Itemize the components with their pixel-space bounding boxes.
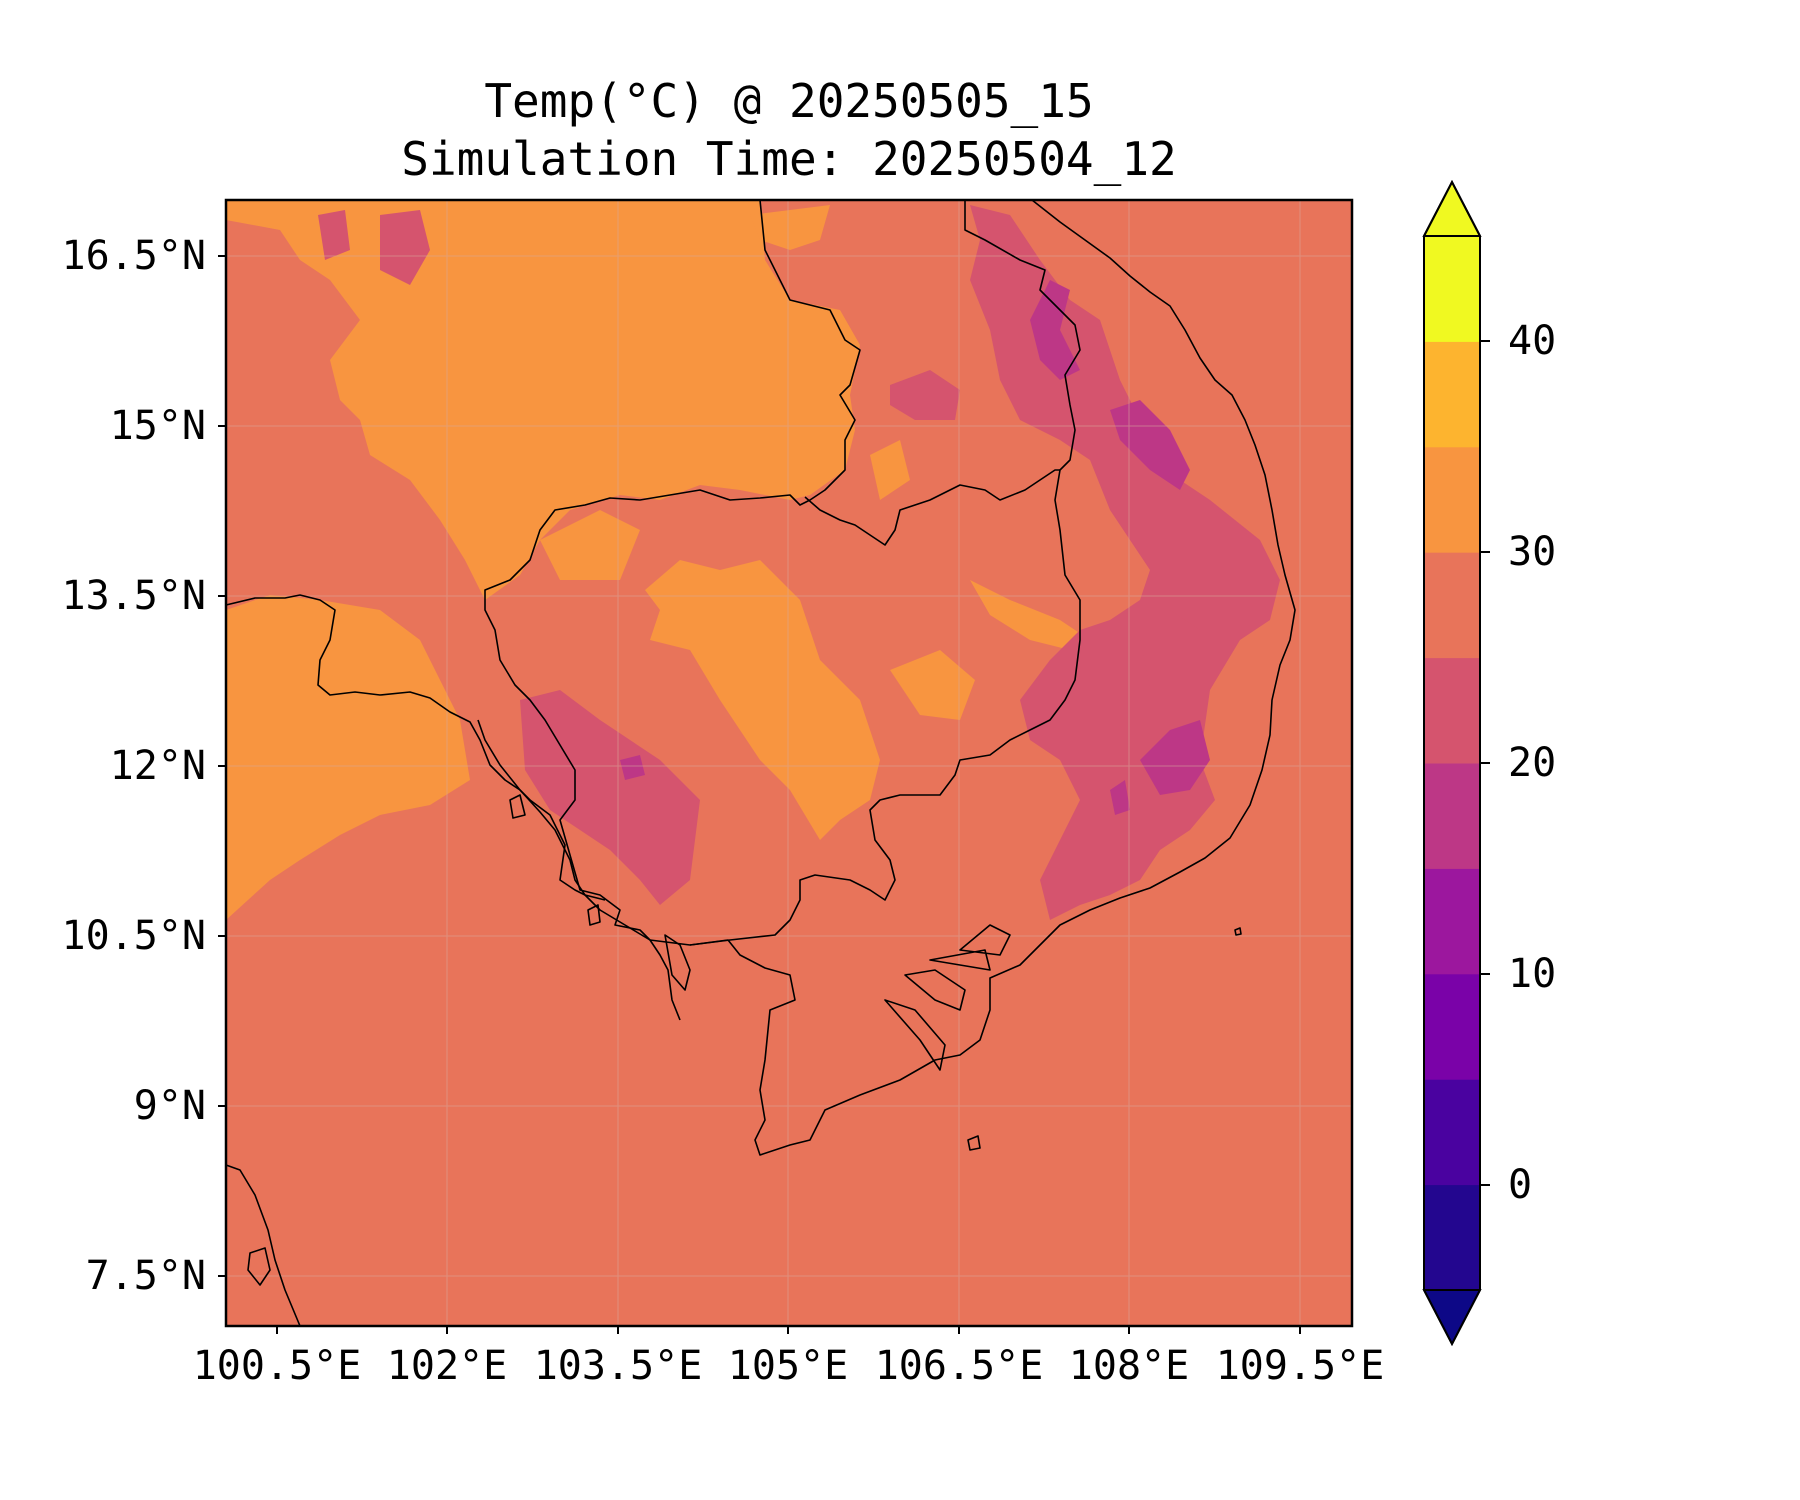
colorbar-segment [1424, 1184, 1480, 1291]
island-4 [587, 904, 601, 926]
mekong-delta-islands [884, 924, 1011, 1071]
colorbar-label-20: 20 [1508, 740, 1557, 786]
lat-label-9: 9°N [133, 1083, 206, 1129]
map-panel [218, 198, 1354, 1334]
colorbar-label-40: 40 [1508, 318, 1557, 364]
lat-label-16-5: 16.5°N [61, 233, 207, 279]
colorbar-segment [1424, 446, 1480, 553]
cambodia-vietnam-border [649, 200, 1081, 946]
colorbar-segment [1424, 973, 1480, 1080]
colorbar-outline [1423, 179, 1481, 1347]
vietnam-coastline [689, 199, 1296, 1156]
colorbar-under-arrow [1422, 1289, 1482, 1347]
island-3 [509, 794, 526, 819]
lon-label-108: 108°E [1068, 1343, 1190, 1389]
map-subtitle: Simulation Time: 20250504_12 [401, 132, 1177, 186]
laos-cambodia-border [804, 469, 1060, 546]
colorbar [1422, 179, 1490, 1347]
island-1 [247, 1247, 271, 1286]
colorbar-label-10: 10 [1508, 951, 1557, 997]
gulf-coast [477, 719, 681, 1021]
lon-label-102: 102°E [386, 1343, 508, 1389]
map-title: Temp(°C) @ 20250505_15 [484, 74, 1094, 128]
lon-label-100-5: 100.5°E [192, 1343, 362, 1389]
laos-cambodia-thailand-border [484, 199, 861, 941]
colorbar-ticks [1480, 340, 1490, 1186]
coastlines-and-borders [225, 199, 1296, 1327]
colorbar-segment [1424, 552, 1480, 659]
lat-label-12: 12°N [109, 743, 206, 789]
colorbar-label-0: 0 [1508, 1162, 1533, 1208]
colorbar-segment [1424, 868, 1480, 975]
lat-label-15: 15°N [109, 403, 206, 449]
lat-label-7-5: 7.5°N [85, 1253, 206, 1299]
colorbar-segment [1424, 763, 1480, 869]
colorbar-label-30: 30 [1508, 529, 1557, 575]
lon-label-103-5: 103.5°E [533, 1343, 703, 1389]
colorbar-segments [1424, 236, 1480, 1291]
warm-regions-30-35 [226, 200, 1110, 920]
colorbar-segment [1424, 236, 1480, 342]
colorbar-segment [1424, 1079, 1480, 1186]
colorbar-segment [1424, 341, 1480, 448]
lon-label-106-5: 106.5°E [874, 1343, 1044, 1389]
lat-label-10-5: 10.5°N [61, 913, 207, 959]
cold-regions-15-20 [620, 280, 1210, 815]
thailand-myanmar-border [225, 594, 606, 901]
lon-label-109-5: 109.5°E [1215, 1343, 1385, 1389]
lon-label-105: 105°E [727, 1343, 849, 1389]
island-2 [664, 934, 691, 991]
island-6 [1234, 927, 1242, 936]
colorbar-over-arrow [1422, 179, 1482, 237]
colorbar-segment [1424, 657, 1480, 764]
malay-coast [225, 1164, 301, 1327]
axis-ticks [218, 255, 1301, 1334]
lat-label-13-5: 13.5°N [61, 573, 207, 619]
island-5 [967, 1135, 981, 1151]
